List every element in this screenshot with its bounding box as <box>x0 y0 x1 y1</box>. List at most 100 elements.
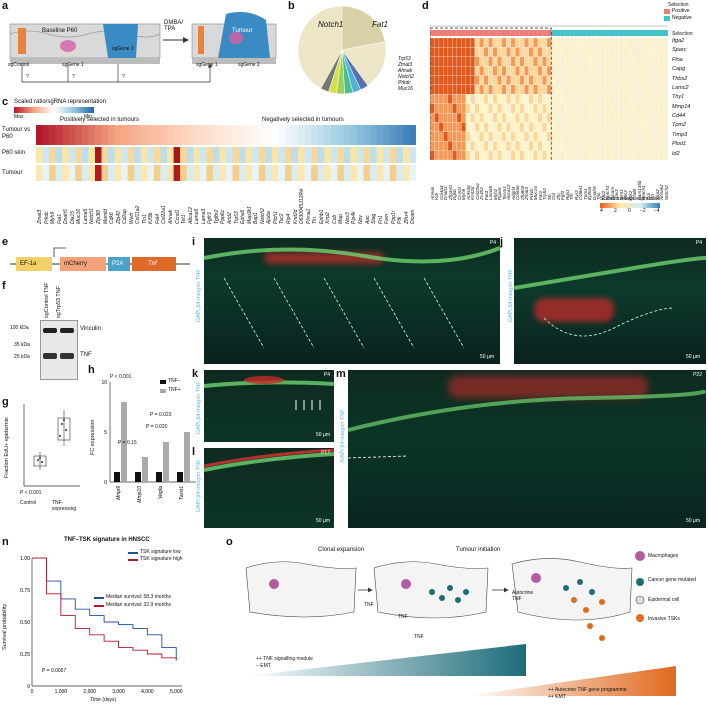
heat-cell <box>497 84 502 95</box>
heat-cell <box>330 125 338 145</box>
heat-cell <box>573 131 579 142</box>
heat-cell <box>153 147 161 163</box>
heat-cell <box>199 165 207 181</box>
x-tick: Mmp10 <box>137 486 143 503</box>
heat-cell <box>452 112 458 123</box>
h-legend-label: TNF− <box>168 378 181 384</box>
km-median-swatch <box>94 597 104 599</box>
heat-cell <box>474 37 480 48</box>
heat-cell <box>75 165 83 181</box>
heat-cell <box>245 125 253 145</box>
heat-cell <box>569 84 574 95</box>
heat-cell <box>519 94 525 104</box>
heat-cell <box>564 47 570 57</box>
heat-cell <box>663 131 669 142</box>
heat-cell <box>587 75 592 86</box>
heat-cell <box>596 75 601 86</box>
micrograph-m: P22 50 µm <box>348 370 706 528</box>
heat-cell <box>640 47 646 57</box>
heat-cell <box>515 37 520 48</box>
negative-header: Negatively selected in tumours <box>262 117 344 123</box>
heat-cell <box>298 147 305 163</box>
heat-cell <box>438 103 444 114</box>
gene-label: Zfp36l <box>95 210 102 224</box>
heat-cell <box>645 84 651 95</box>
heat-cell <box>658 75 664 86</box>
heat-cell <box>452 122 458 132</box>
heat-cell <box>519 122 525 132</box>
row-label-tumour: Tumour <box>2 170 23 176</box>
heat-cell <box>396 125 404 145</box>
heat-cell <box>533 47 538 57</box>
selection-cell <box>438 30 444 36</box>
heat-cell <box>492 150 498 160</box>
heat-cell <box>438 94 444 104</box>
heat-cell <box>447 84 453 95</box>
heat-cell <box>645 75 651 86</box>
heat-cell <box>622 37 628 48</box>
heat-cell <box>447 66 453 76</box>
micrograph-k: P4 50 µm <box>204 370 334 442</box>
panel-o-label: o <box>226 536 233 548</box>
heat-cell <box>605 84 610 95</box>
heat-cell <box>528 150 534 160</box>
heat-cell <box>239 125 246 145</box>
survival-curve <box>32 557 177 661</box>
heat-cell <box>114 165 122 181</box>
heat-cell <box>479 47 484 57</box>
selection-cell <box>600 30 606 36</box>
heat-cell <box>350 147 358 163</box>
heat-cell <box>456 112 462 123</box>
heat-cell <box>551 47 556 57</box>
tumour-initiation-label: Tumour initiation <box>456 547 501 553</box>
heat-cell <box>631 94 637 104</box>
heat-cell <box>605 37 610 48</box>
negative-legend: Negative <box>672 15 692 21</box>
gene-label: Ephb1 <box>318 209 325 224</box>
heat-cell <box>291 147 299 163</box>
selection-cell <box>659 30 664 36</box>
heat-cell <box>542 47 547 57</box>
heat-cell <box>564 150 570 160</box>
heat-cell <box>560 122 565 132</box>
heat-cell <box>438 141 444 151</box>
heat-cell <box>465 94 471 104</box>
heat-cell <box>492 84 498 95</box>
heatmap-d <box>430 25 669 160</box>
heat-cell <box>551 66 556 76</box>
heat-cell <box>649 131 655 142</box>
heat-cell <box>443 112 449 123</box>
baseline-label: Baseline P60 <box>42 28 78 34</box>
bar <box>114 472 120 482</box>
heat-cell <box>304 147 312 163</box>
heat-cell <box>555 112 561 123</box>
heat-cell <box>640 131 646 142</box>
heat-legend-max: Max. <box>14 114 25 120</box>
heat-cell <box>506 37 511 48</box>
y-tick: 0.25 <box>20 652 30 658</box>
pie-label-ahnak: Ahnak <box>398 68 413 74</box>
heat-cell <box>537 66 543 76</box>
heat-cell <box>36 165 43 181</box>
heat-cell <box>447 94 453 104</box>
micrograph-i: P4 50 µm <box>204 238 500 364</box>
x-tick: Vegfa <box>158 486 164 499</box>
heat-cell <box>600 103 606 114</box>
heat-cell <box>127 165 135 181</box>
heat-cell <box>573 122 579 132</box>
heat-cell <box>551 103 556 114</box>
heat-cell <box>389 165 397 181</box>
heat-cell <box>654 150 660 160</box>
heat-cell <box>627 150 633 160</box>
panel-e-label: e <box>2 236 9 248</box>
heat-cell <box>658 103 664 114</box>
heat-cell <box>147 165 155 181</box>
autocrine-label: Autocrine TNF <box>512 590 534 602</box>
heat-cell <box>434 56 440 67</box>
heat-cell <box>430 150 435 160</box>
heat-cell <box>291 165 299 181</box>
x-tick: 1,000 <box>55 689 68 695</box>
heat-cell <box>101 147 109 163</box>
heat-cell <box>173 147 181 163</box>
heat-cell <box>533 103 538 114</box>
